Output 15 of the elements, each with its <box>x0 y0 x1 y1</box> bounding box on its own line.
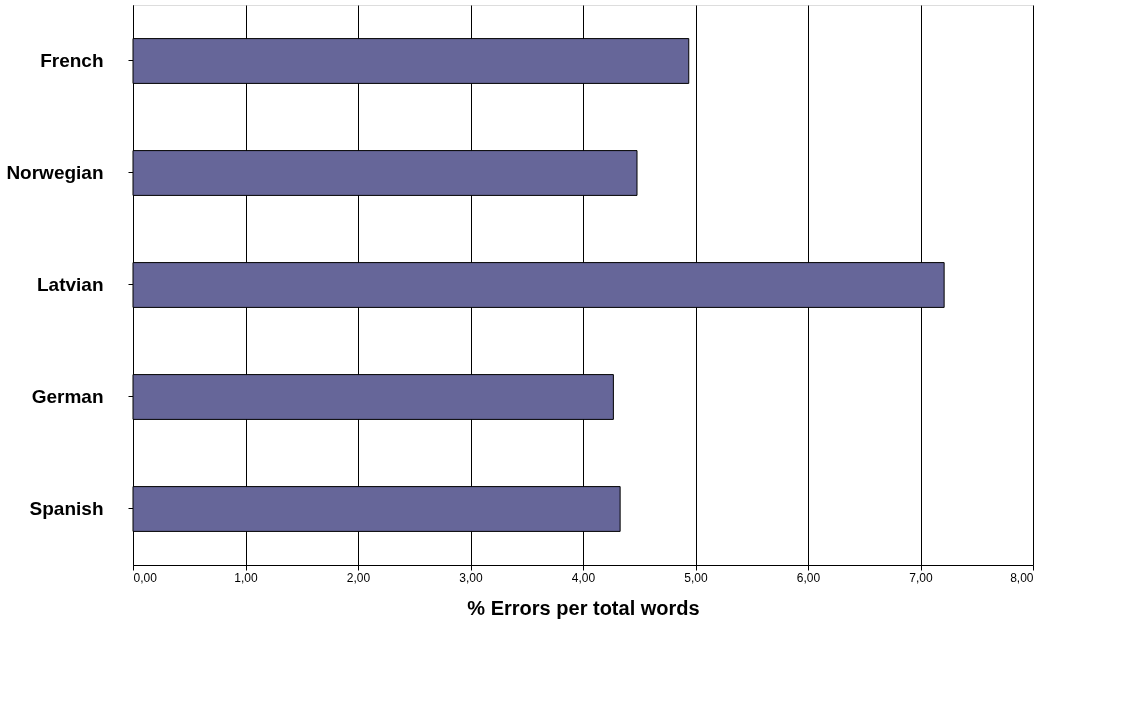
x-tick-label: 3,00 <box>459 570 483 585</box>
y-tick-label: Latvian <box>36 274 104 295</box>
y-tick-label: Spanish <box>29 498 104 519</box>
x-tick-label: 4,00 <box>571 570 596 585</box>
x-tick-label: 6,00 <box>796 570 821 585</box>
y-tick-label: German <box>31 386 104 407</box>
x-tick-label: 2,00 <box>346 570 371 585</box>
x-tick-label: 8,00 <box>1010 570 1034 585</box>
x-tick-label: 5,00 <box>684 570 708 585</box>
x-tick-label: 1,00 <box>234 570 258 585</box>
y-tick-label: French <box>40 50 104 71</box>
x-tick-label: 0,00 <box>133 570 158 585</box>
x-axis-title: % Errors per total words <box>467 596 700 619</box>
x-tick-label: 7,00 <box>909 570 933 585</box>
y-tick-label: Norwegian <box>6 162 104 183</box>
